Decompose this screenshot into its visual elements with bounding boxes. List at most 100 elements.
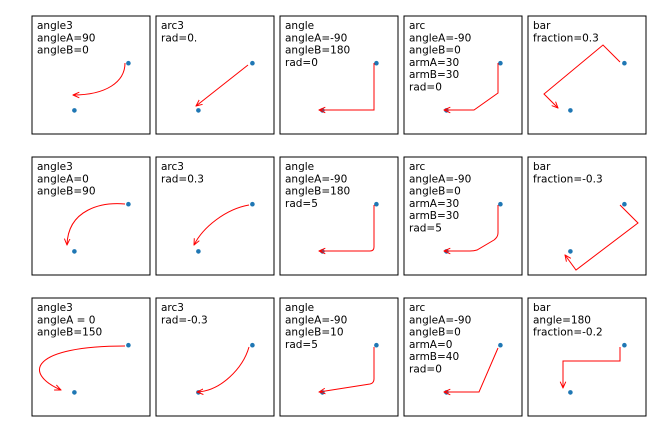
data-point <box>126 342 131 348</box>
panel-frame <box>31 15 151 135</box>
data-point <box>250 60 255 66</box>
connector-arrow <box>444 205 499 251</box>
panel-label-line: fraction=-0.2 <box>533 327 603 339</box>
panel-label-line: angleA=-90 <box>285 314 347 326</box>
panel-label-line: arc3 <box>161 302 184 314</box>
connector-arrow <box>197 346 250 392</box>
panel-label-line: armB=40 <box>409 351 459 363</box>
panel-frame <box>527 156 647 276</box>
data-point <box>72 390 77 395</box>
connector-arrow <box>196 64 249 106</box>
connector-arrow <box>444 347 499 392</box>
panel-label-line: angle3 <box>37 161 73 173</box>
panel-label-line: rad=-0.3 <box>161 314 208 326</box>
data-point <box>126 201 131 207</box>
panel-frame <box>155 297 275 417</box>
panel-label-line: fraction=0.3 <box>533 32 599 44</box>
panel-label-line: angleA=-90 <box>409 32 471 44</box>
panel-label-line: angleA=-90 <box>409 173 471 185</box>
panel-label-line: angleB=10 <box>285 327 344 339</box>
panel-label-line: armA=30 <box>409 57 459 69</box>
connector-arrow <box>565 204 639 271</box>
panel-label-line: bar <box>533 161 551 173</box>
panel-label-line: bar <box>533 20 551 32</box>
panel-label-line: angle3 <box>37 20 73 32</box>
panel-label-line: angle <box>285 302 314 314</box>
connector-arrow <box>563 347 621 388</box>
panel-frame <box>403 156 523 276</box>
panel-label-line: angleA=-90 <box>285 32 347 44</box>
panel-label-line: angleA = 0 <box>37 314 95 326</box>
data-point <box>498 60 503 66</box>
panel-frame <box>155 156 275 276</box>
panel-label-line: bar <box>533 302 551 314</box>
panel-label-line: angleB=180 <box>285 45 350 57</box>
panel-label-line: angleB=0 <box>409 186 461 198</box>
panel-label-line: rad=0.3 <box>161 173 204 185</box>
data-point <box>196 249 201 254</box>
panel-frame <box>527 297 647 417</box>
connector-arrow <box>319 205 375 251</box>
panel-label-line: angleB=150 <box>37 327 102 339</box>
panel-frame <box>527 15 647 135</box>
data-point <box>374 342 379 348</box>
panel-frame <box>279 156 399 276</box>
panel-frame <box>31 156 151 276</box>
panel-frame <box>31 297 151 417</box>
data-point <box>622 342 627 348</box>
connector-arrow <box>73 62 126 95</box>
panel-frame <box>155 15 275 135</box>
panel-label-line: angle <box>285 161 314 173</box>
panel-label-line: angleA=0 <box>37 173 89 185</box>
panel-label-line: rad=0. <box>161 32 197 44</box>
data-point <box>498 342 503 348</box>
data-point <box>250 342 255 348</box>
panel-label-line: rad=0 <box>409 364 442 376</box>
connector-arrow <box>319 347 375 392</box>
data-point <box>498 201 503 207</box>
panel-label-line: arc <box>409 302 426 314</box>
data-point <box>72 249 77 254</box>
data-point <box>196 108 201 113</box>
data-point <box>250 201 255 207</box>
panel-label-line: fraction=-0.3 <box>533 173 603 185</box>
panel-frame <box>279 297 399 417</box>
panel-label-line: angleA=90 <box>37 32 95 44</box>
panel-frame <box>279 15 399 135</box>
data-point <box>622 201 627 207</box>
data-point <box>622 60 627 66</box>
panel-label-line: armB=30 <box>409 210 459 222</box>
data-point <box>374 201 379 207</box>
panel-label-line: angleB=0 <box>409 45 461 57</box>
panel-frame <box>403 15 523 135</box>
panel-label-line: angle3 <box>37 302 73 314</box>
panel-label-line: armA=0 <box>409 339 452 351</box>
panel-label-line: rad=5 <box>285 198 318 210</box>
connector-arrow <box>194 204 250 245</box>
panel-label-line: rad=5 <box>409 223 442 235</box>
data-point <box>568 390 573 395</box>
panel-label-line: angleA=-90 <box>285 173 347 185</box>
panel-label-line: armB=30 <box>409 69 459 81</box>
panel-label-line: angle <box>285 20 314 32</box>
panel-label-line: angleB=0 <box>409 327 461 339</box>
data-point <box>568 249 573 254</box>
panel-label-line: rad=5 <box>285 339 318 351</box>
panel-label-line: arc <box>409 20 426 32</box>
panel-label-line: rad=0 <box>285 57 318 69</box>
connector-arrow <box>543 44 621 108</box>
panel-label-line: angleB=180 <box>285 186 350 198</box>
